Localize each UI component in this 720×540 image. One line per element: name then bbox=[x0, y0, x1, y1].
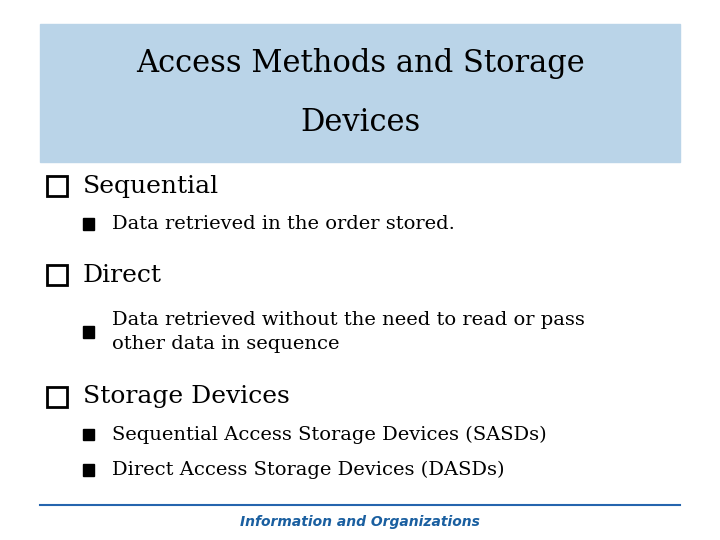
Bar bbox=[47, 265, 67, 286]
Bar bbox=[40, 24, 680, 162]
Bar bbox=[47, 387, 67, 407]
Text: Data retrieved without the need to read or pass
other data in sequence: Data retrieved without the need to read … bbox=[112, 311, 585, 353]
Bar bbox=[47, 176, 67, 197]
Bar bbox=[83, 464, 94, 476]
Text: Information and Organizations: Information and Organizations bbox=[240, 515, 480, 529]
Text: Sequential: Sequential bbox=[83, 175, 219, 198]
Text: Devices: Devices bbox=[300, 107, 420, 138]
Text: Data retrieved in the order stored.: Data retrieved in the order stored. bbox=[112, 215, 454, 233]
Text: Sequential Access Storage Devices (SASDs): Sequential Access Storage Devices (SASDs… bbox=[112, 426, 546, 444]
Bar bbox=[83, 326, 94, 338]
Text: Direct Access Storage Devices (DASDs): Direct Access Storage Devices (DASDs) bbox=[112, 461, 504, 479]
Text: Direct: Direct bbox=[83, 264, 162, 287]
Text: Access Methods and Storage: Access Methods and Storage bbox=[135, 48, 585, 79]
Text: Storage Devices: Storage Devices bbox=[83, 386, 289, 408]
Bar bbox=[83, 218, 94, 230]
Bar bbox=[83, 429, 94, 441]
